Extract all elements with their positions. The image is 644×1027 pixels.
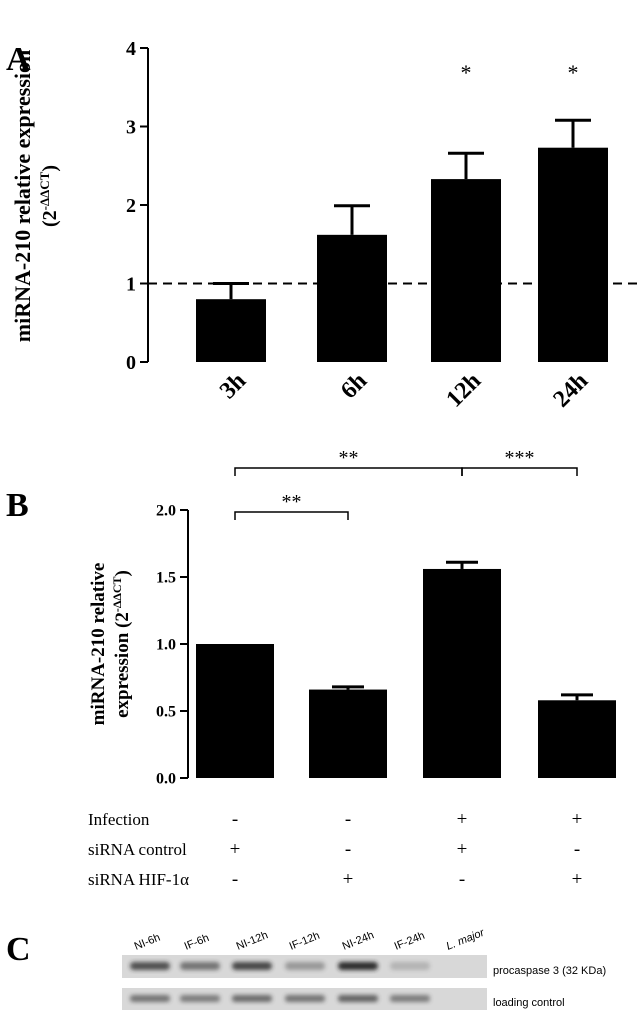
blot-band [338, 962, 378, 970]
y-tick-label: 0.0 [156, 771, 176, 788]
lane-label: IF-6h [183, 932, 211, 953]
error-bar [332, 685, 364, 690]
y-axis-unit: (2-ΔΔCT) [37, 165, 61, 227]
bar [423, 568, 501, 778]
condition-sign: + [572, 869, 583, 890]
y-axis-label-part: -ΔΔCT [110, 576, 124, 612]
condition-name: siRNA control [88, 840, 187, 859]
lane-label: IF-24h [393, 930, 427, 953]
lane-label: IF-12h [288, 930, 322, 953]
condition-sign: + [572, 809, 583, 830]
condition-sign: + [343, 869, 354, 890]
row-label: loading control [493, 997, 565, 1009]
y-tick-label: 2 [126, 195, 136, 217]
lane-label: NI-12h [235, 929, 270, 952]
blot-band [285, 995, 325, 1002]
y-axis-label: miRNA-210 relative [88, 563, 109, 726]
error-bar [446, 560, 478, 569]
error-bar [448, 151, 484, 180]
significance-bracket [234, 511, 349, 520]
row-label: procaspase 3 (32 KDa) [493, 965, 606, 977]
y-tick-label: 1.0 [156, 637, 176, 654]
blot-band [390, 995, 430, 1002]
y-axis-label-part: expression (2 [112, 612, 133, 718]
condition-sign: - [459, 869, 465, 890]
significance-label: ** [282, 491, 302, 513]
bar [538, 700, 616, 778]
error-bar [555, 118, 591, 148]
x-tick-label: 6h [336, 368, 372, 404]
bar [196, 644, 274, 778]
error-bar [334, 204, 370, 235]
significance-mark: * [461, 60, 472, 85]
significance-bracket [234, 467, 463, 476]
bar [538, 147, 608, 362]
condition-name: Infection [88, 810, 150, 829]
condition-sign: + [457, 839, 468, 860]
bar [317, 234, 387, 362]
y-axis-unit-part: -ΔΔCT [37, 171, 52, 210]
condition-sign: - [232, 809, 238, 830]
x-tick-label: 12h [441, 368, 486, 413]
lane-label: NI-24h [341, 929, 376, 952]
blot-band [232, 962, 272, 970]
significance-label: ** [339, 447, 359, 469]
lane-label: L. major [445, 926, 488, 953]
significance-mark: * [568, 60, 579, 85]
y-axis-label: miRNA-210 relative expression [10, 50, 35, 342]
panel-label: A [6, 41, 31, 78]
blot-band [130, 962, 170, 970]
blot-band [180, 995, 220, 1002]
blot-band [180, 962, 220, 970]
x-tick-label: 24h [548, 368, 593, 413]
y-tick-label: 4 [126, 38, 136, 60]
y-tick-label: 1 [126, 274, 136, 296]
blot-band [285, 962, 325, 970]
blot-band [232, 995, 272, 1002]
condition-sign: - [232, 869, 238, 890]
y-axis-unit-part: (2 [39, 210, 61, 227]
blot-band [338, 995, 378, 1002]
bar [309, 689, 387, 778]
panel-label: C [6, 931, 31, 968]
blot-band [390, 962, 430, 970]
y-axis-label-part: ) [112, 570, 133, 576]
lane-label: NI-6h [133, 932, 162, 953]
y-tick-label: 2.0 [156, 503, 176, 520]
y-tick-label: 3 [126, 117, 136, 139]
condition-sign: - [574, 839, 580, 860]
y-axis-unit-part: ) [39, 165, 61, 172]
condition-name: siRNA HIF-1α [88, 870, 189, 889]
y-tick-label: 1.5 [156, 570, 176, 587]
bar [196, 299, 266, 362]
y-axis-label: expression (2-ΔΔCT) [110, 570, 133, 718]
significance-label: *** [505, 447, 535, 469]
condition-sign: - [345, 809, 351, 830]
bar [431, 179, 501, 362]
error-bar [213, 282, 249, 300]
error-bar [561, 693, 593, 701]
condition-sign: - [345, 839, 351, 860]
y-tick-label: 0 [126, 352, 136, 374]
condition-sign: + [457, 809, 468, 830]
condition-sign: + [230, 839, 241, 860]
panel-label: B [6, 487, 29, 524]
significance-bracket [461, 467, 578, 476]
x-tick-label: 3h [215, 368, 251, 404]
y-tick-label: 0.5 [156, 704, 176, 721]
blot-band [130, 995, 170, 1002]
